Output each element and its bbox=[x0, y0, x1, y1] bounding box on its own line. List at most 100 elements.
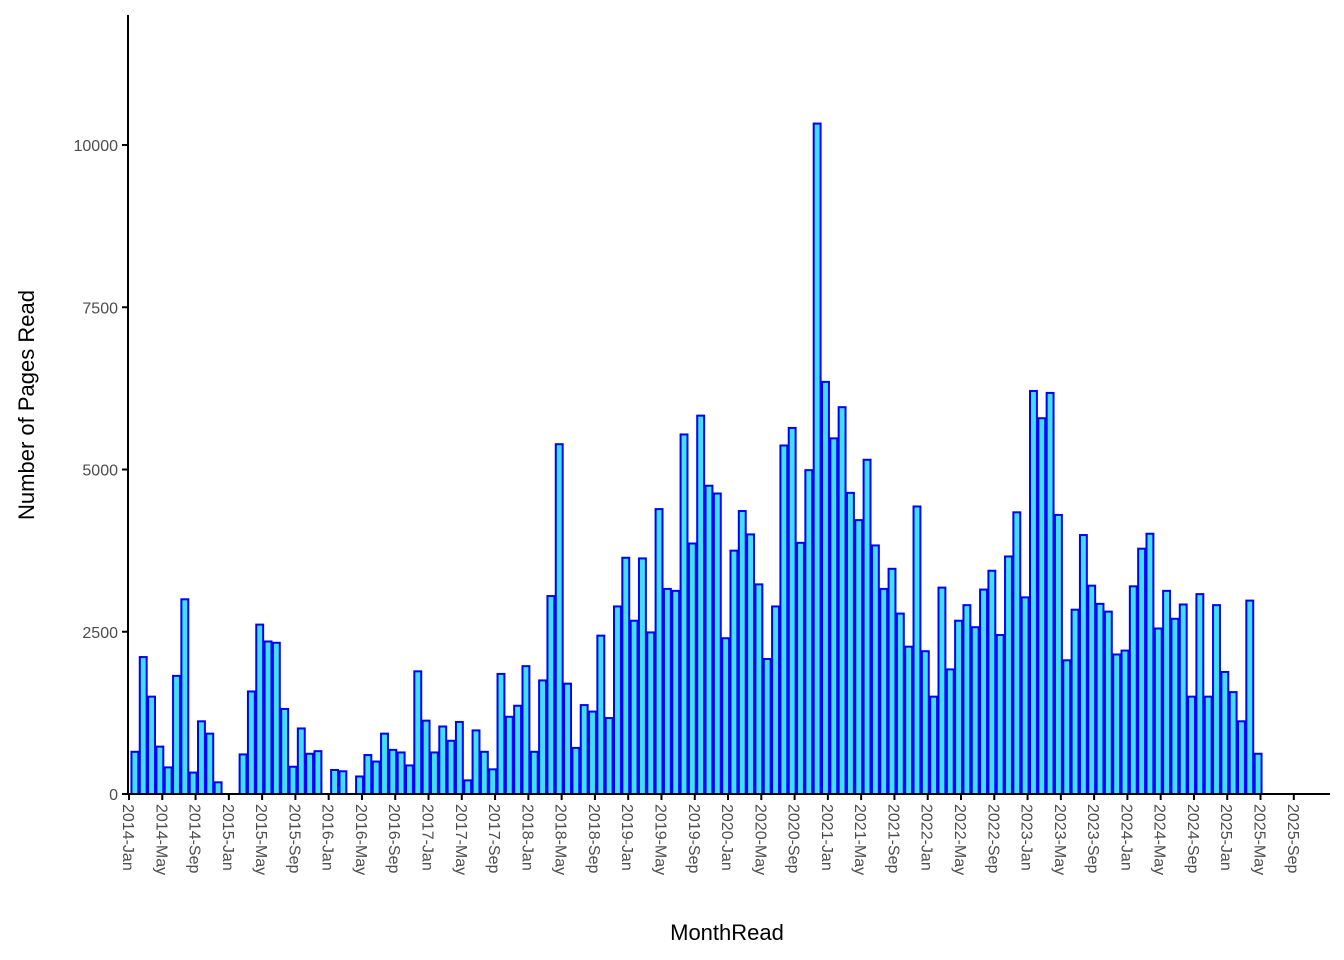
bar bbox=[588, 710, 597, 796]
x-tick-label: 2023-Sep bbox=[1084, 804, 1101, 873]
x-tick-label: 2020-May bbox=[751, 804, 768, 875]
bar bbox=[737, 510, 747, 795]
x-tick-label: 2015-May bbox=[252, 804, 269, 875]
bar bbox=[188, 771, 198, 796]
bar bbox=[546, 595, 556, 795]
x-tick-label: 2018-May bbox=[552, 804, 569, 875]
bar bbox=[1120, 649, 1130, 795]
bar bbox=[138, 656, 148, 795]
x-tick-label: 2018-Sep bbox=[585, 804, 602, 873]
bar bbox=[1170, 617, 1180, 796]
x-tick-label: 2021-Sep bbox=[884, 804, 901, 873]
x-tick-label: 2024-May bbox=[1151, 804, 1168, 875]
bar bbox=[970, 626, 980, 796]
bar bbox=[529, 750, 539, 796]
bar bbox=[371, 760, 381, 795]
bar bbox=[687, 542, 697, 795]
bar bbox=[172, 674, 181, 796]
bar bbox=[804, 469, 814, 795]
bar bbox=[771, 605, 780, 795]
bar bbox=[837, 406, 847, 795]
bar bbox=[621, 556, 631, 796]
bar bbox=[845, 491, 855, 795]
bar bbox=[205, 732, 215, 796]
x-tick-label: 2021-May bbox=[851, 804, 868, 875]
bar bbox=[629, 619, 639, 795]
bar bbox=[596, 634, 606, 796]
bar bbox=[796, 541, 805, 796]
bar bbox=[1053, 513, 1063, 795]
bar bbox=[496, 672, 506, 795]
bar bbox=[396, 751, 406, 796]
x-tick-label: 2014-Jan bbox=[119, 804, 136, 871]
x-tick-label: 2017-May bbox=[452, 804, 469, 875]
bar bbox=[962, 604, 972, 796]
y-tick-label: 0 bbox=[109, 787, 118, 804]
bar bbox=[1195, 593, 1205, 795]
x-tick-label: 2017-Jan bbox=[419, 804, 436, 871]
bar bbox=[280, 707, 290, 795]
bar bbox=[987, 569, 997, 795]
bar bbox=[1029, 389, 1038, 795]
bar bbox=[1062, 659, 1072, 795]
x-tick-label: 2022-Jan bbox=[918, 804, 935, 871]
bar bbox=[471, 729, 481, 796]
y-tick-label: 2500 bbox=[82, 625, 118, 642]
bar bbox=[1187, 695, 1196, 796]
x-tick-label: 2023-May bbox=[1051, 804, 1068, 875]
bars-group bbox=[130, 122, 1263, 796]
bar bbox=[1153, 627, 1163, 795]
bar bbox=[920, 650, 930, 795]
bar bbox=[671, 589, 681, 795]
bar bbox=[954, 619, 964, 795]
bar bbox=[945, 668, 955, 796]
bar bbox=[263, 640, 273, 795]
x-tick-label: 2015-Jan bbox=[219, 804, 236, 871]
bar bbox=[613, 605, 622, 795]
bar bbox=[787, 426, 797, 795]
bar bbox=[1070, 608, 1080, 795]
bar bbox=[646, 631, 656, 796]
bar bbox=[879, 587, 889, 795]
bar bbox=[338, 770, 348, 795]
bar bbox=[238, 753, 248, 795]
bar bbox=[912, 505, 922, 795]
bar bbox=[130, 750, 140, 796]
bar bbox=[380, 732, 389, 796]
y-axis-ticks: 0 2500 5000 7500 10000 bbox=[74, 138, 128, 804]
bar bbox=[1237, 720, 1246, 795]
bar bbox=[979, 588, 988, 796]
x-tick-label: 2016-Sep bbox=[385, 804, 402, 873]
x-tick-label: 2025-May bbox=[1251, 804, 1268, 875]
bar bbox=[413, 670, 423, 796]
bar bbox=[1253, 752, 1263, 796]
x-tick-label: 2021-Jan bbox=[818, 804, 835, 871]
bar bbox=[1212, 604, 1221, 796]
bar bbox=[1012, 511, 1022, 796]
bar bbox=[712, 492, 722, 795]
bar bbox=[1228, 691, 1238, 795]
bar bbox=[246, 690, 256, 796]
bar bbox=[571, 746, 581, 795]
bar bbox=[155, 745, 165, 795]
bar bbox=[1095, 602, 1105, 796]
x-tick-label: 2015-Sep bbox=[285, 804, 302, 873]
bar bbox=[1128, 585, 1138, 795]
bar bbox=[513, 704, 523, 795]
bar bbox=[438, 725, 448, 795]
bar bbox=[854, 519, 864, 795]
bar bbox=[1220, 670, 1230, 795]
bar bbox=[163, 766, 173, 796]
bar bbox=[271, 641, 281, 796]
x-tick-label: 2019-Sep bbox=[685, 804, 702, 873]
bar bbox=[405, 764, 414, 796]
x-tick-label: 2014-May bbox=[152, 804, 169, 875]
bar bbox=[454, 720, 464, 796]
bar bbox=[1020, 596, 1030, 795]
bar bbox=[812, 122, 822, 795]
bar bbox=[421, 719, 431, 795]
bar bbox=[579, 704, 589, 796]
x-tick-label: 2025-Sep bbox=[1284, 804, 1301, 873]
bar bbox=[937, 586, 947, 795]
